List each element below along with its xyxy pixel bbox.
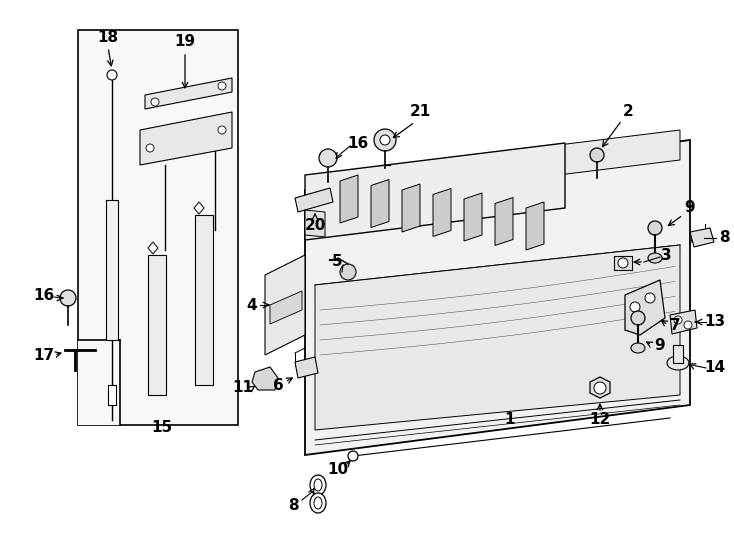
Polygon shape xyxy=(78,340,120,425)
Polygon shape xyxy=(625,280,665,335)
Ellipse shape xyxy=(380,135,390,145)
Text: 8: 8 xyxy=(719,231,730,246)
Polygon shape xyxy=(145,78,232,109)
Text: 15: 15 xyxy=(151,421,172,435)
Bar xyxy=(108,385,116,405)
Polygon shape xyxy=(690,228,714,247)
Text: 20: 20 xyxy=(305,218,326,233)
Text: 9: 9 xyxy=(655,338,665,353)
Bar xyxy=(673,345,683,363)
Ellipse shape xyxy=(146,144,154,152)
Ellipse shape xyxy=(107,70,117,80)
Polygon shape xyxy=(305,210,325,237)
Ellipse shape xyxy=(631,343,645,353)
Ellipse shape xyxy=(631,311,645,325)
Polygon shape xyxy=(670,310,697,334)
Polygon shape xyxy=(270,291,302,324)
Text: 9: 9 xyxy=(685,200,695,215)
Ellipse shape xyxy=(594,382,606,394)
Text: 16: 16 xyxy=(347,136,368,151)
Polygon shape xyxy=(495,198,513,246)
Polygon shape xyxy=(340,175,358,223)
Polygon shape xyxy=(140,112,232,165)
Ellipse shape xyxy=(374,129,396,151)
Text: 19: 19 xyxy=(175,35,195,50)
Polygon shape xyxy=(526,202,544,250)
Polygon shape xyxy=(148,242,158,254)
Text: 6: 6 xyxy=(272,377,283,393)
Bar xyxy=(106,200,118,340)
Text: 13: 13 xyxy=(705,314,726,329)
Polygon shape xyxy=(590,377,610,398)
Text: 4: 4 xyxy=(247,298,258,313)
Ellipse shape xyxy=(218,126,226,134)
Text: 17: 17 xyxy=(34,348,54,362)
Ellipse shape xyxy=(151,98,159,106)
Ellipse shape xyxy=(314,497,322,509)
Text: 7: 7 xyxy=(669,318,680,333)
Polygon shape xyxy=(371,179,389,227)
Polygon shape xyxy=(194,202,204,214)
Ellipse shape xyxy=(648,253,662,263)
Text: 8: 8 xyxy=(288,497,298,512)
Ellipse shape xyxy=(630,302,640,312)
Text: 21: 21 xyxy=(410,105,431,119)
Bar xyxy=(614,256,632,270)
Polygon shape xyxy=(315,130,680,205)
Text: 3: 3 xyxy=(661,247,672,262)
Bar xyxy=(148,255,166,395)
Ellipse shape xyxy=(667,356,689,370)
Ellipse shape xyxy=(645,293,655,303)
Ellipse shape xyxy=(310,475,326,495)
Ellipse shape xyxy=(60,290,76,306)
Ellipse shape xyxy=(218,82,226,90)
Ellipse shape xyxy=(314,479,322,491)
Polygon shape xyxy=(464,193,482,241)
Text: 14: 14 xyxy=(705,361,726,375)
Polygon shape xyxy=(305,143,565,240)
Text: 11: 11 xyxy=(233,381,253,395)
Polygon shape xyxy=(78,30,238,425)
Text: 16: 16 xyxy=(33,287,54,302)
Text: 2: 2 xyxy=(622,105,633,119)
Polygon shape xyxy=(252,367,278,390)
Ellipse shape xyxy=(674,316,682,324)
Ellipse shape xyxy=(348,451,358,461)
Text: 5: 5 xyxy=(332,254,342,269)
Polygon shape xyxy=(315,245,680,430)
Polygon shape xyxy=(295,188,333,212)
Ellipse shape xyxy=(340,264,356,280)
Polygon shape xyxy=(433,188,451,237)
Ellipse shape xyxy=(618,258,628,268)
Text: 1: 1 xyxy=(505,413,515,428)
Text: 12: 12 xyxy=(589,413,611,428)
Ellipse shape xyxy=(684,321,692,329)
Polygon shape xyxy=(402,184,420,232)
Ellipse shape xyxy=(319,149,337,167)
Ellipse shape xyxy=(310,493,326,513)
Text: 10: 10 xyxy=(327,462,349,477)
Polygon shape xyxy=(295,357,318,378)
Ellipse shape xyxy=(590,148,604,162)
Bar xyxy=(195,215,213,385)
Polygon shape xyxy=(265,255,305,355)
Ellipse shape xyxy=(648,221,662,235)
Text: 18: 18 xyxy=(98,30,119,45)
Polygon shape xyxy=(305,140,690,455)
